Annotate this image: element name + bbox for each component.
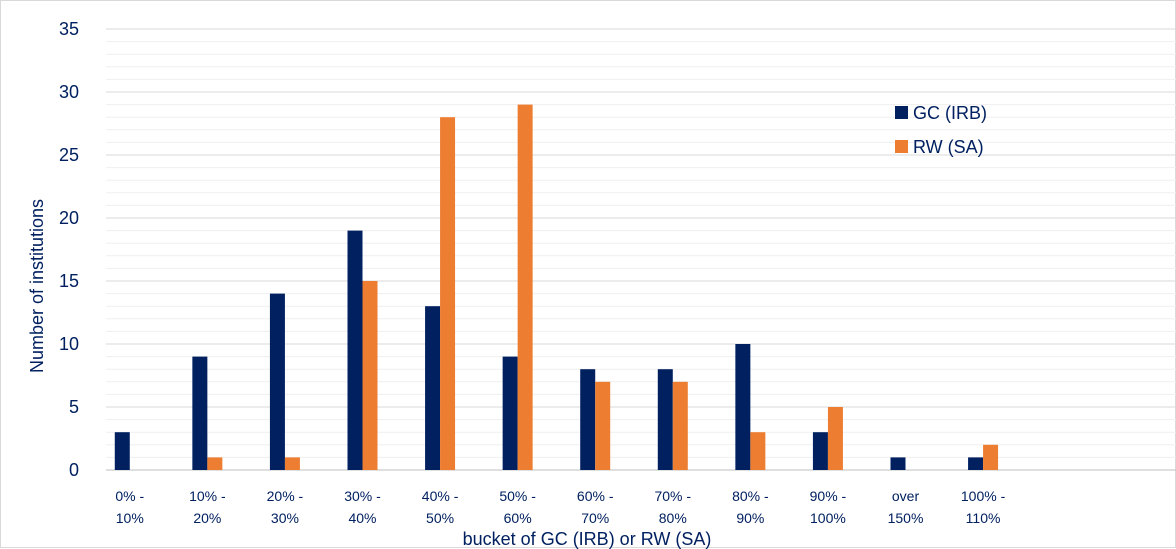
x-tick-label: 0% - — [115, 488, 144, 504]
bar-rw-sa — [440, 117, 456, 470]
bar-gc-irb — [657, 369, 673, 470]
x-tick-label: 90% - — [810, 488, 847, 504]
x-tick-label: 40% - — [422, 488, 459, 504]
legend-label-gc-irb: GC (IRB) — [913, 103, 987, 123]
bar-rw-sa — [362, 281, 378, 470]
x-tick-label: 50% — [426, 510, 454, 526]
bars — [114, 104, 999, 470]
bar-gc-irb — [114, 432, 130, 470]
y-axis-title: Number of institutions — [27, 199, 47, 373]
y-tick-label: 15 — [59, 271, 79, 291]
y-tick-label: 0 — [69, 460, 79, 480]
bar-gc-irb — [580, 369, 596, 470]
x-tick-label: 60% - — [577, 488, 614, 504]
x-tick-label: 90% — [736, 510, 764, 526]
bar-rw-sa — [207, 457, 223, 470]
legend-swatch-gc-irb — [895, 106, 908, 119]
x-tick-label: 70% — [581, 510, 609, 526]
x-tick-label: 80% - — [732, 488, 769, 504]
tick-labels: 0 5 10 15 20 25 30 35 0% - 10% 10% - 20% 20% - 30% 30%… — [59, 19, 1006, 526]
y-tick-label: 20 — [59, 208, 79, 228]
x-tick-label: 80% — [659, 510, 687, 526]
x-tick-label: 110% — [966, 510, 1001, 526]
bar-rw-sa — [284, 457, 300, 470]
bar-gc-irb — [269, 293, 285, 470]
x-tick-label: 100% - — [961, 488, 1006, 504]
x-tick-label: 50% - — [499, 488, 536, 504]
y-tick-label: 10 — [59, 334, 79, 354]
x-tick-label: 30% - — [344, 488, 381, 504]
x-tick-label: 10% — [116, 510, 144, 526]
x-tick-label: 20% — [193, 510, 221, 526]
legend: GC (IRB) RW (SA) — [895, 103, 987, 157]
y-tick-label: 25 — [59, 145, 79, 165]
bar-rw-sa — [672, 381, 688, 470]
x-tick-label: 60% — [504, 510, 532, 526]
x-tick-label: 150% — [888, 510, 924, 526]
bar-gc-irb — [502, 356, 518, 470]
x-tick-label: 20% - — [267, 488, 304, 504]
x-axis-title: bucket of GC (IRB) or RW (SA) — [463, 529, 712, 549]
bar-gc-irb — [735, 344, 751, 470]
bar-gc-irb — [425, 306, 441, 470]
bar-rw-sa — [517, 104, 533, 470]
bar-rw-sa — [750, 432, 766, 470]
legend-label-rw-sa: RW (SA) — [913, 137, 984, 157]
y-tick-label: 35 — [59, 19, 79, 39]
x-tick-label: over — [892, 488, 920, 504]
x-tick-label: 70% - — [654, 488, 691, 504]
x-tick-label: 10% - — [189, 488, 226, 504]
bar-rw-sa — [983, 444, 999, 470]
y-tick-label: 30 — [59, 82, 79, 102]
legend-swatch-rw-sa — [895, 140, 908, 153]
bar-gc-irb — [192, 356, 208, 470]
x-tick-label: 40% — [348, 510, 376, 526]
x-tick-label: 30% — [271, 510, 299, 526]
bar-gc-irb — [968, 457, 984, 470]
bar-rw-sa — [827, 407, 843, 470]
x-tick-label: 100% — [810, 510, 846, 526]
grid-lines — [106, 28, 1176, 471]
bar-gc-irb — [890, 457, 906, 470]
bar-gc-irb — [347, 230, 363, 470]
bar-gc-irb — [812, 432, 828, 470]
bar-rw-sa — [595, 381, 611, 470]
y-tick-label: 5 — [69, 397, 79, 417]
